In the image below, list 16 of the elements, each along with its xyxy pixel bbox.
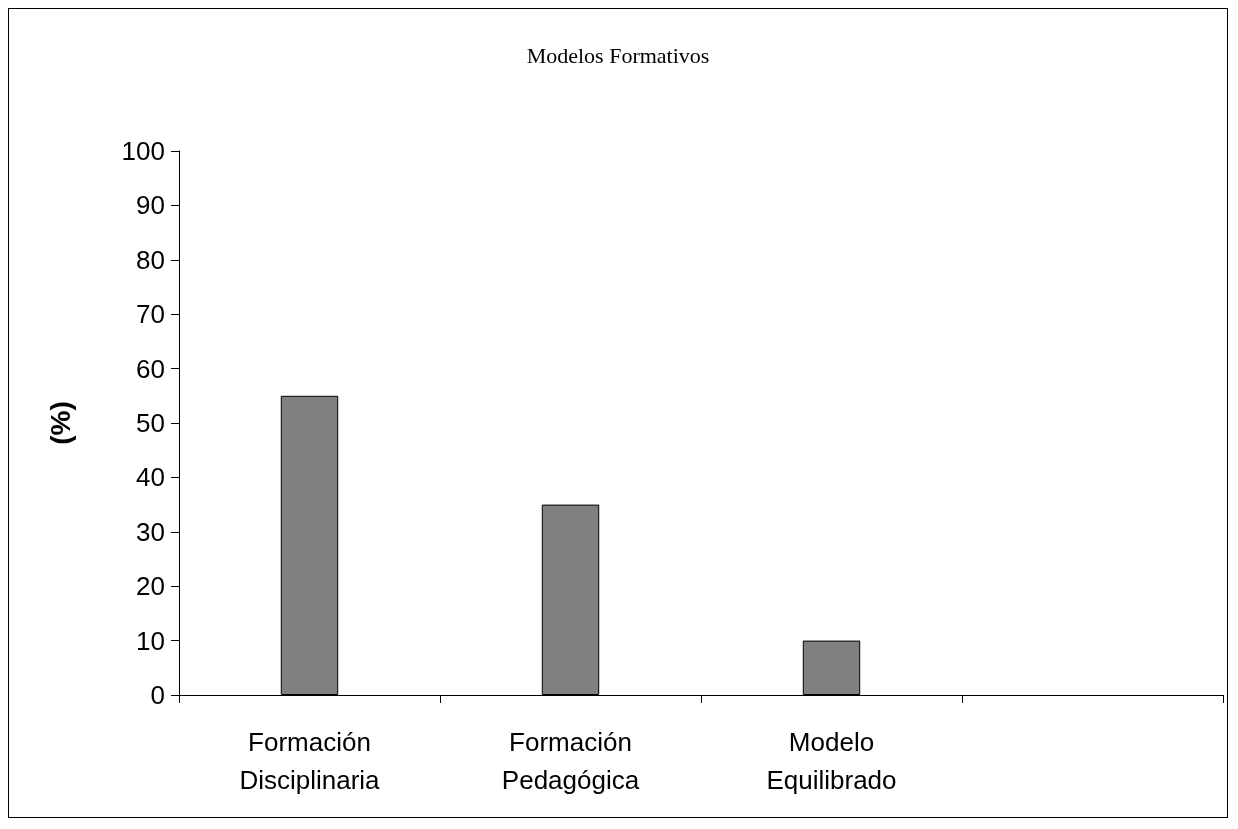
- y-tick-label: 10: [136, 625, 165, 656]
- x-tick-label: Formación Disciplinaria: [239, 727, 381, 795]
- y-tick-label: 20: [136, 571, 165, 602]
- x-tick-label: Modelo Equilibrado: [766, 727, 897, 795]
- y-tick-label: 40: [136, 462, 165, 493]
- y-tick-label: 50: [136, 408, 165, 438]
- chart-title: Modelos Formativos: [526, 42, 710, 68]
- y-tick-label: 100: [121, 136, 165, 166]
- y-tick-label: 30: [136, 516, 165, 547]
- y-tick-label: 0: [150, 680, 165, 710]
- y-tick-label: 60: [136, 353, 165, 384]
- x-tick-label: Formación Pedagógica: [501, 727, 640, 795]
- y-tick-label: 70: [136, 299, 165, 330]
- y-tick-label: 90: [136, 190, 165, 221]
- y-axis-title: (%): [44, 401, 76, 445]
- y-tick-label: 80: [136, 244, 165, 275]
